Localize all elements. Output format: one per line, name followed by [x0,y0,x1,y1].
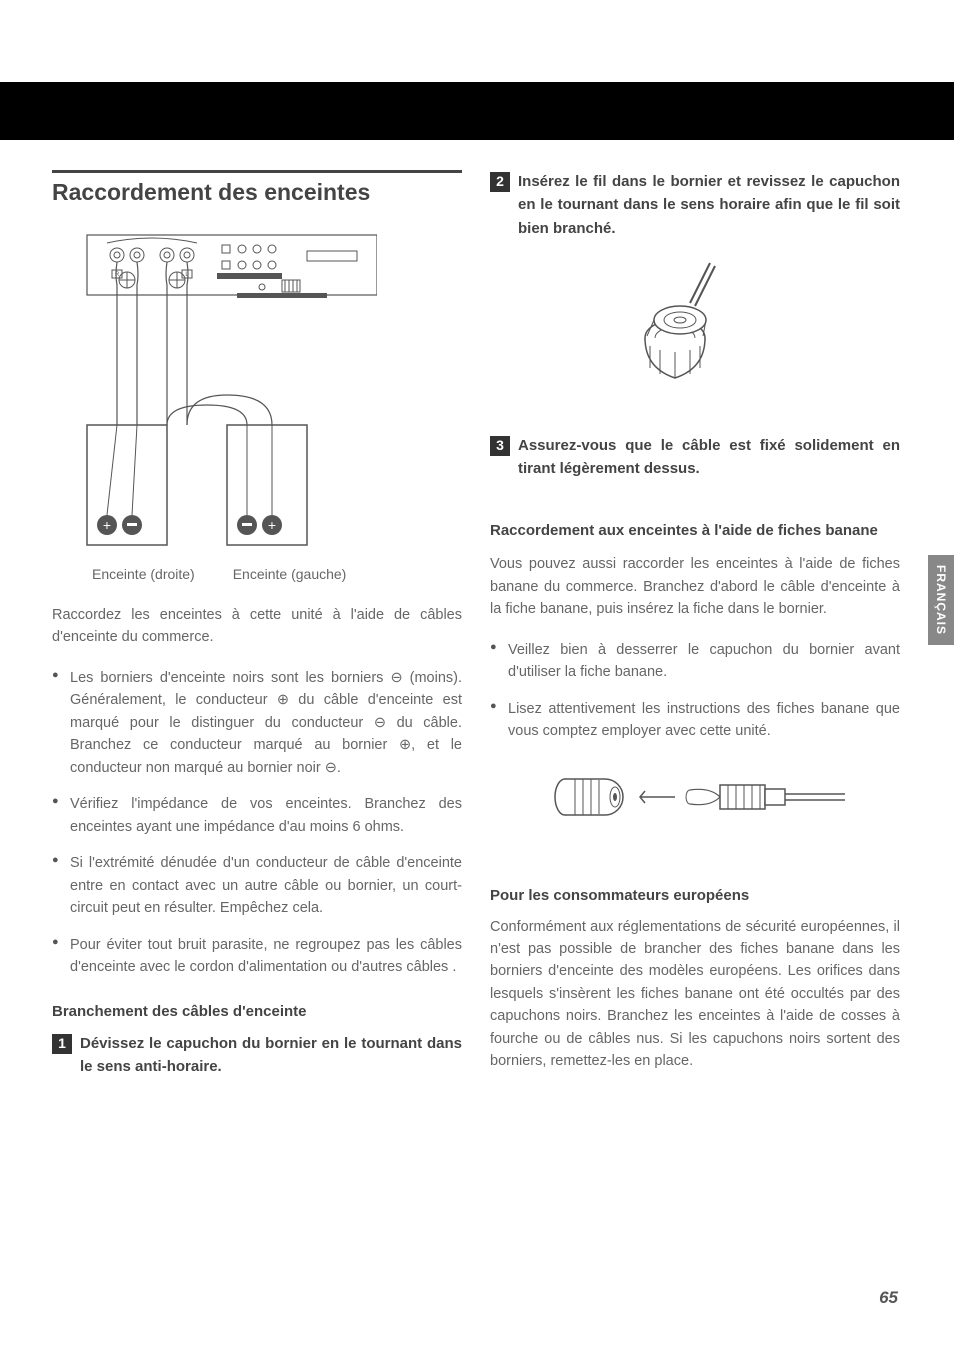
step-number-icon: 3 [490,436,510,456]
step-1-text: Dévissez le capuchon du bornier en le to… [80,1032,462,1079]
list-item: Si l'extrémité dénudée d'un conducteur d… [52,852,462,919]
banana-paragraph: Vous pouvez aussi raccorder les enceinte… [490,553,900,620]
step-number-icon: 2 [490,172,510,192]
banana-bullet-list: Veillez bien à desserrer le capuchon du … [490,639,900,743]
subheading-banana-plug: Raccordement aux enceintes à l'aide de f… [490,520,900,541]
page-number: 65 [879,1288,898,1308]
section-title: Raccordement des enceintes [52,179,462,206]
terminal-illustration [490,258,900,398]
step-number-icon: 1 [52,1034,72,1054]
banana-plug-illustration [490,767,900,827]
caption-speaker-left: Enceinte (gauche) [233,566,347,582]
subheading-cable-connection: Branchement des câbles d'enceinte [52,1003,462,1020]
step-1: 1 Dévissez le capuchon du bornier en le … [52,1032,462,1079]
list-item: Les borniers d'enceinte noirs sont les b… [52,667,462,779]
left-column: Raccordement des enceintes R L [52,170,462,1096]
eu-paragraph: Conformément aux réglementations de sécu… [490,916,900,1073]
speaker-connection-diagram: R L [52,220,382,560]
section-rule [52,170,462,173]
page-content: Raccordement des enceintes R L [52,170,902,1096]
svg-text:+: + [103,517,111,533]
list-item: Pour éviter tout bruit parasite, ne regr… [52,934,462,979]
notes-bullet-list: Les borniers d'enceinte noirs sont les b… [52,667,462,979]
list-item: Vérifiez l'impédance de vos enceintes. B… [52,793,462,838]
language-tab: FRANÇAIS [928,555,954,645]
step-3-text: Assurez-vous que le câble est fixé solid… [518,434,900,481]
svg-text:+: + [268,517,276,533]
diagram-captions: Enceinte (droite) Enceinte (gauche) [52,566,462,582]
svg-text:L: L [185,272,189,278]
right-column: 2 Insérez le fil dans le bornier et revi… [490,170,900,1096]
step-2: 2 Insérez le fil dans le bornier et revi… [490,170,900,240]
header-black-bar [0,82,954,140]
intro-paragraph: Raccordez les enceintes à cette unité à … [52,604,462,649]
list-item: Lisez attentivement les instructions des… [490,698,900,743]
step-3: 3 Assurez-vous que le câble est fixé sol… [490,434,900,481]
list-item: Veillez bien à desserrer le capuchon du … [490,639,900,684]
step-2-text: Insérez le fil dans le bornier et reviss… [518,170,900,240]
subheading-eu-consumers: Pour les consommateurs européens [490,887,900,904]
caption-speaker-right: Enceinte (droite) [92,566,195,582]
